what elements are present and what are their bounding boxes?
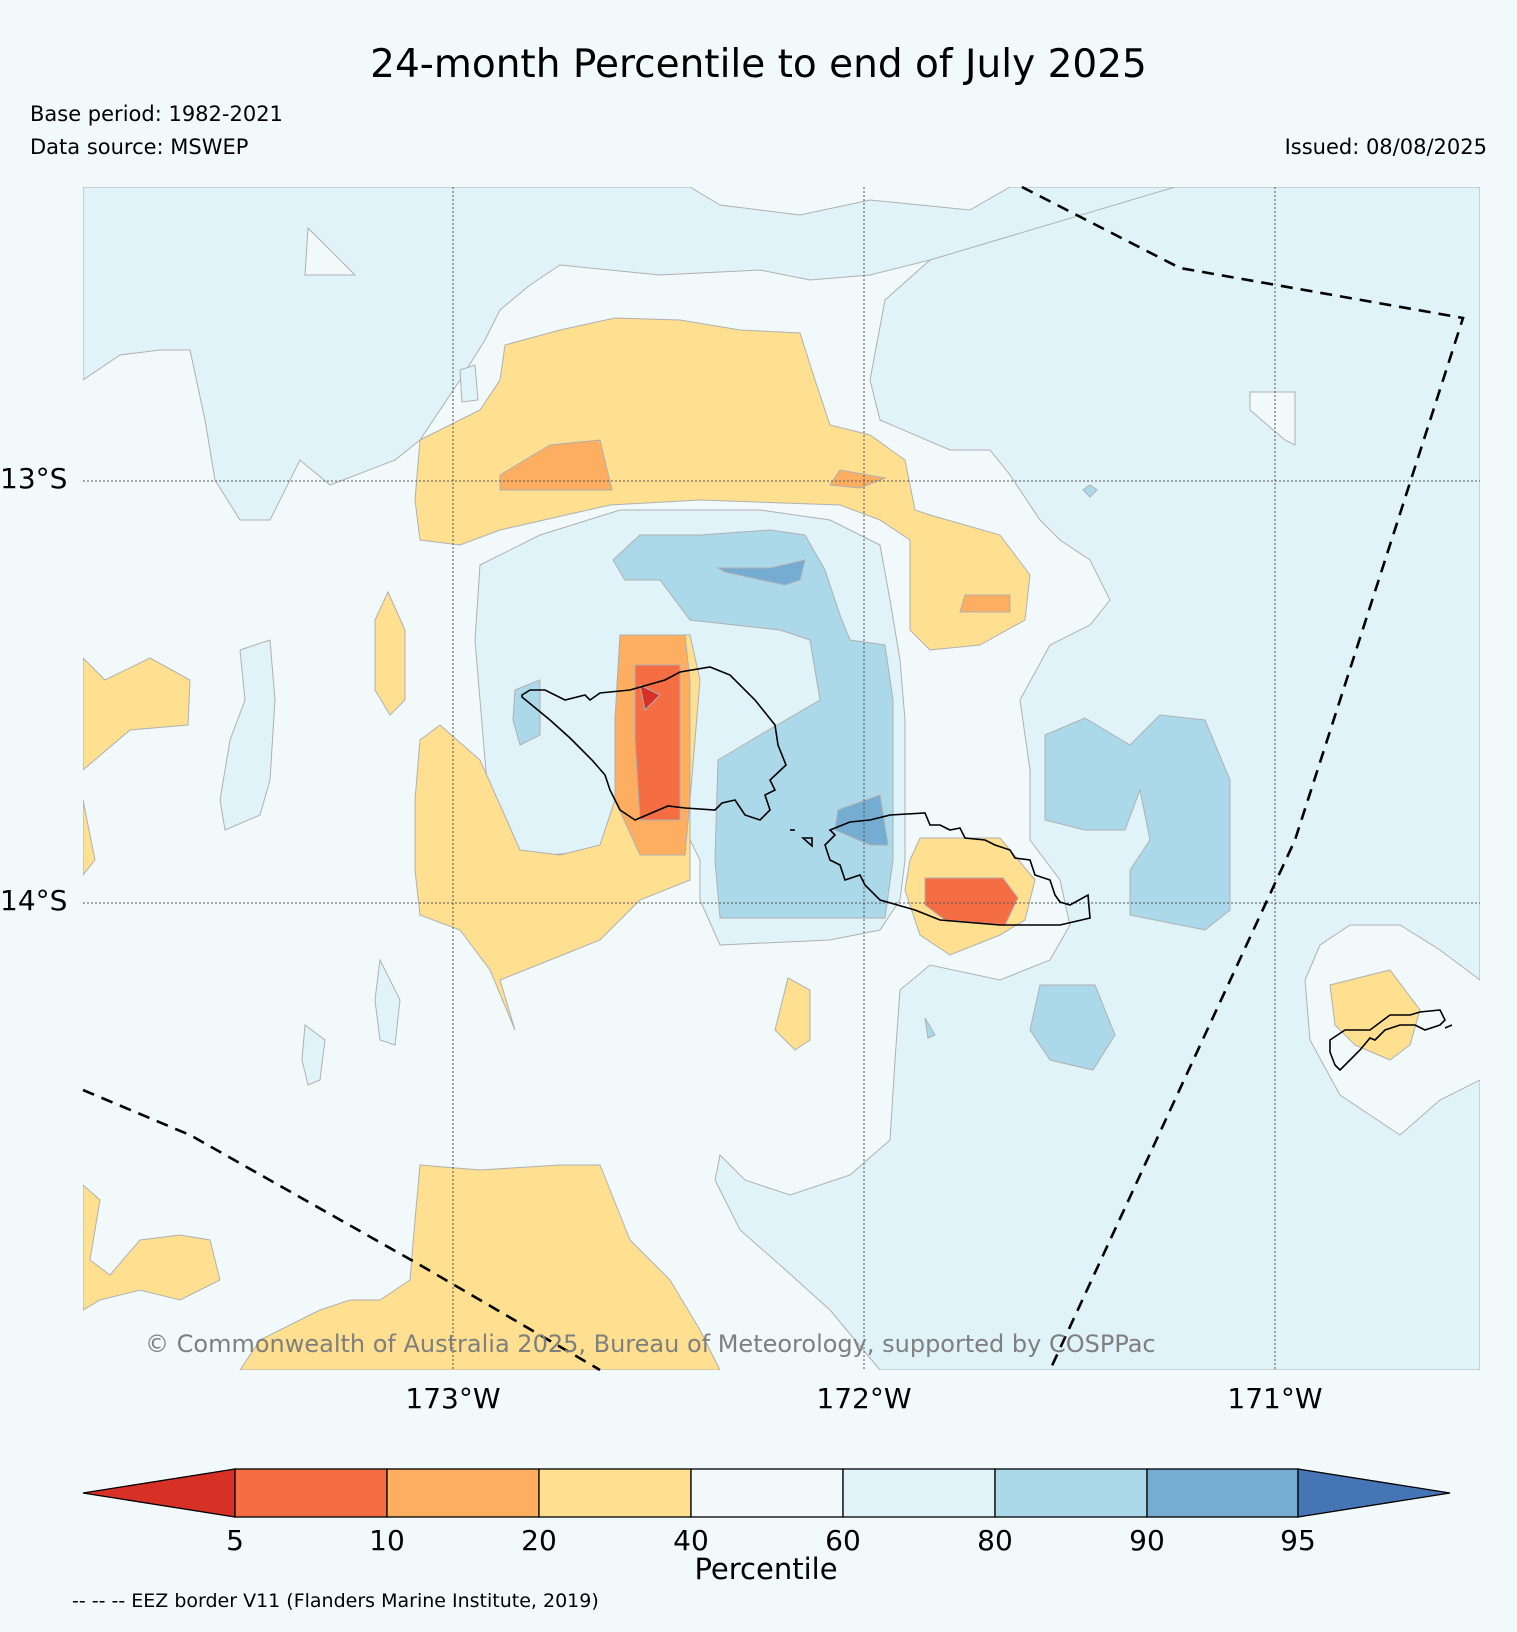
copyright-notice: © Commonwealth of Australia 2025, Bureau… [145,1330,1156,1358]
data-source: Data source: MSWEP [30,135,249,159]
lat-label-14s: 14°S [0,884,68,917]
lon-label-173w: 173°W [405,1382,501,1415]
contour-20-40-sw [83,1184,221,1311]
colorbar-extend-high [1297,1468,1451,1518]
colorbar-tick-60: 60 [825,1524,861,1557]
contour-80-90-east [1044,714,1231,931]
contour-80-90-dot [1082,484,1098,498]
colorbar-90-95 [1146,1468,1299,1518]
colorbar-40-60 [690,1468,844,1518]
eez-borders [82,185,1465,1372]
coastlines [521,666,1453,1072]
contour-60-80-small-n [459,364,479,403]
hole-40-60-nw [304,226,357,276]
colorbar-tick-90: 90 [1129,1524,1165,1557]
eez-footnote: -- -- -- EEZ border V11 (Flanders Marine… [72,1590,599,1612]
contour-60-80-small-sw1 [374,958,401,1046]
contour-20-40-small-south [774,977,811,1051]
contour-90-95-n [716,559,806,586]
lon-label-171w: 171°W [1227,1382,1323,1415]
colorbar-tick-80: 80 [977,1524,1013,1557]
contour-10-20-n1 [499,439,613,491]
colorbar-20-40 [538,1468,692,1518]
contour-80-90-se [1029,984,1116,1071]
contour-60-80-small-west [219,639,276,831]
contour-60-80-small-sw2 [301,1024,326,1086]
contour-20-40-west-edge2 [83,799,96,876]
colorbar-5-10 [234,1468,388,1518]
hole-40-60-ne [1249,391,1296,446]
contour-80-90-centre [612,529,894,919]
lat-label-13s: 13°S [0,462,68,495]
contour-10-20-e [959,594,1011,613]
colorbar-80-90 [994,1468,1148,1518]
lon-label-172w: 172°W [816,1382,912,1415]
contour-below-5 [639,684,661,712]
contour-80-90-small [924,1017,936,1039]
colorbar-tick-95: 95 [1280,1524,1316,1557]
map-title: 24-month Percentile to end of July 2025 [370,42,1147,87]
colorbar-tick-40: 40 [673,1524,709,1557]
contour-20-40-west-strip [374,590,406,716]
savaii-coast [521,666,787,821]
colorbar-10-20 [386,1468,540,1518]
tutuila-coast [1329,1009,1446,1072]
issued-date: Issued: 08/08/2025 [1284,135,1487,159]
colorbar-extend-low [82,1468,236,1518]
contour-90-95-c [834,794,889,846]
contour-20-40-west-edge [83,657,191,771]
colorbar-tick-20: 20 [521,1524,557,1557]
colorbar-title: Percentile [694,1552,838,1586]
map-area [83,187,1480,1370]
aunuu-isle [1444,1024,1453,1029]
base-period: Base period: 1982-2021 [30,102,283,126]
colorbar-60-80 [842,1468,996,1518]
colorbar [82,1468,1451,1518]
contour-20-40-south [239,1164,721,1370]
manono-isle [800,837,813,848]
contour-80-90-west [512,679,541,746]
colorbar-tick-10: 10 [369,1524,405,1557]
contour-20-40-far-east [1329,969,1421,1061]
colorbar-tick-5: 5 [226,1524,244,1557]
contour-60-80-north [83,187,1191,521]
graticule [83,187,1480,1370]
contour-10-20-n2 [829,469,887,489]
contour-20-40-north [414,317,1031,651]
upolu-coast [824,812,1091,926]
